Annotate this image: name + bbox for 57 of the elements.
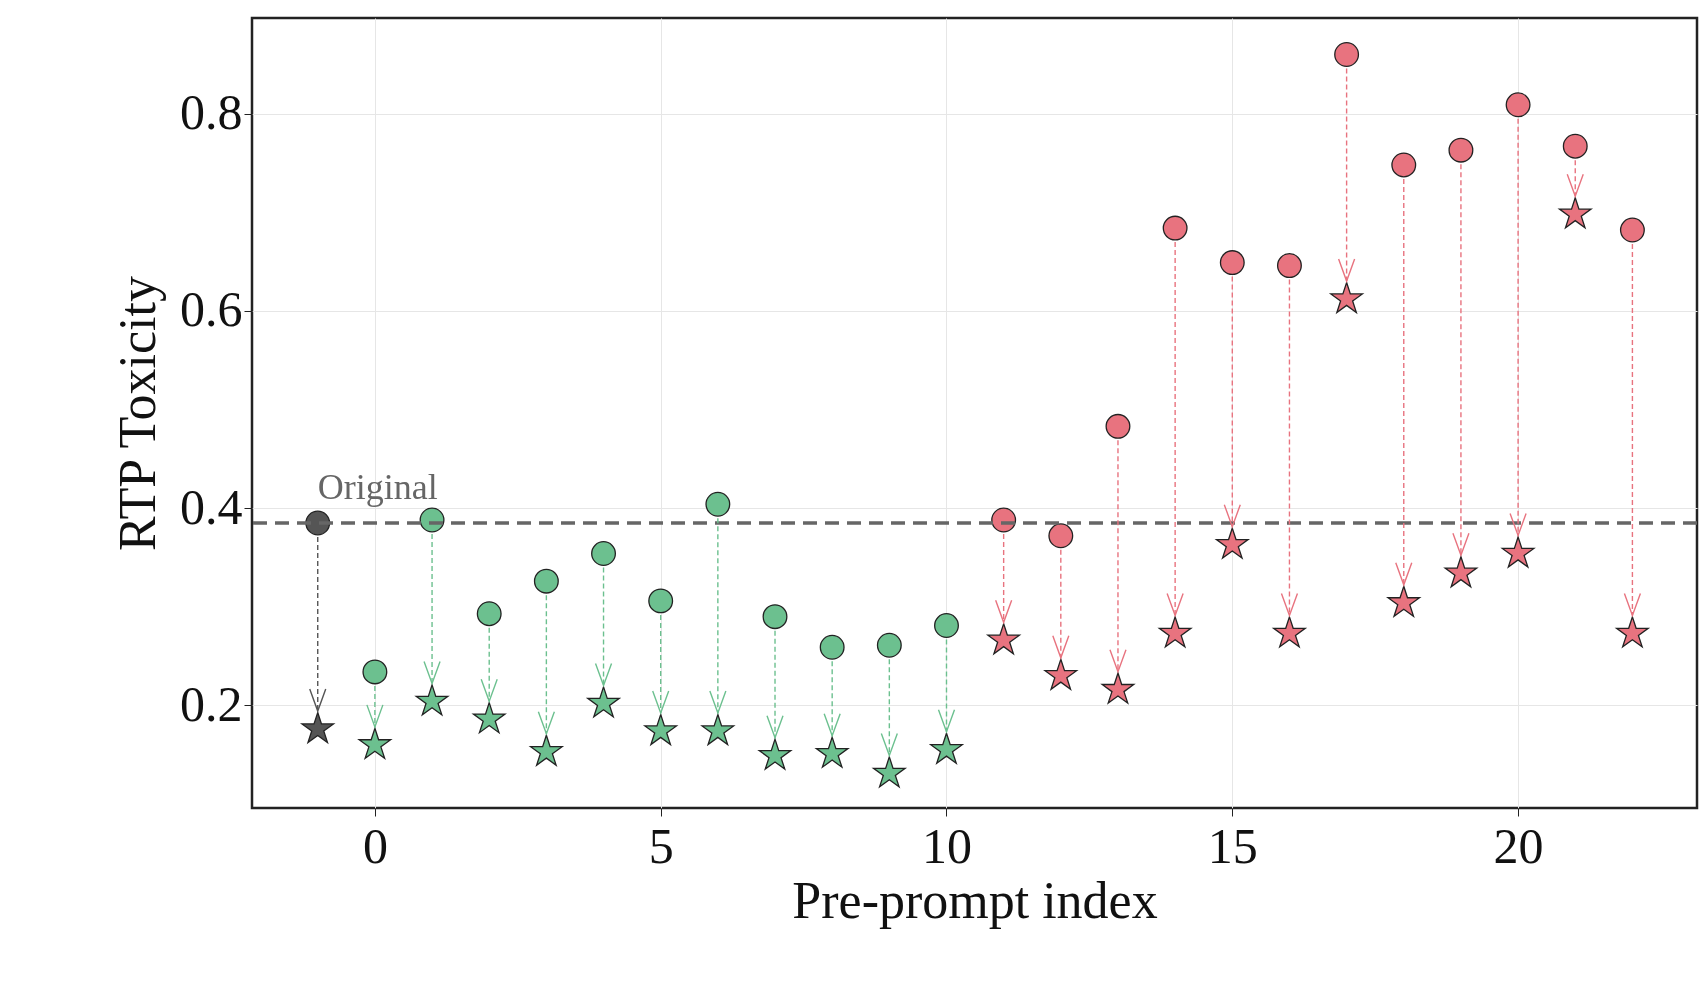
point: [930, 732, 963, 764]
x-axis-title: Pre-prompt index: [792, 871, 1158, 929]
point: [701, 713, 735, 746]
point: [529, 734, 563, 766]
point: [1276, 253, 1302, 279]
point: [876, 632, 902, 658]
point: [1162, 215, 1188, 241]
point: [1048, 523, 1074, 549]
point: [591, 541, 617, 566]
point: [644, 713, 678, 746]
point: [1615, 616, 1649, 648]
point: [819, 634, 845, 660]
point: [1105, 413, 1131, 439]
point: [1158, 616, 1192, 648]
point: [476, 601, 502, 627]
point: [301, 711, 335, 744]
x-tick-label: 5: [648, 817, 674, 874]
point: [648, 588, 674, 614]
x-tick-label: 0: [362, 817, 388, 874]
point: [415, 684, 449, 716]
annotation: Original: [317, 466, 438, 507]
point: [1387, 585, 1421, 617]
point: [758, 738, 792, 770]
point: [362, 659, 388, 685]
point: [987, 623, 1021, 655]
point: [1558, 197, 1592, 229]
point: [1505, 92, 1531, 118]
y-tick-label: 0.6: [180, 281, 243, 338]
point: [1330, 281, 1364, 314]
point: [1444, 556, 1478, 588]
point: [1619, 217, 1645, 243]
y-axis-title: RTP Toxicity: [109, 276, 166, 551]
y-tick-label: 0.2: [180, 675, 243, 732]
point: [1101, 672, 1135, 704]
point: [1448, 137, 1474, 163]
x-tick-label: 20: [1493, 817, 1544, 874]
point: [1273, 616, 1306, 648]
point: [358, 727, 392, 759]
point: [587, 686, 620, 718]
y-tick-label: 0.8: [180, 84, 243, 141]
point: [934, 613, 959, 638]
y-tick-label: 0.4: [180, 478, 243, 535]
x-tick-label: 10: [921, 817, 972, 874]
point: [815, 736, 849, 768]
point: [1334, 42, 1360, 67]
point: [1219, 250, 1245, 276]
point: [705, 491, 731, 517]
point: [762, 604, 788, 630]
point: [472, 702, 506, 734]
point: [1501, 536, 1535, 568]
point: [872, 756, 906, 788]
point: [533, 568, 559, 594]
point: [1391, 152, 1417, 178]
point: [1562, 133, 1588, 159]
point: [1044, 658, 1078, 690]
x-tick-label: 15: [1207, 817, 1258, 874]
point: [1215, 527, 1249, 559]
